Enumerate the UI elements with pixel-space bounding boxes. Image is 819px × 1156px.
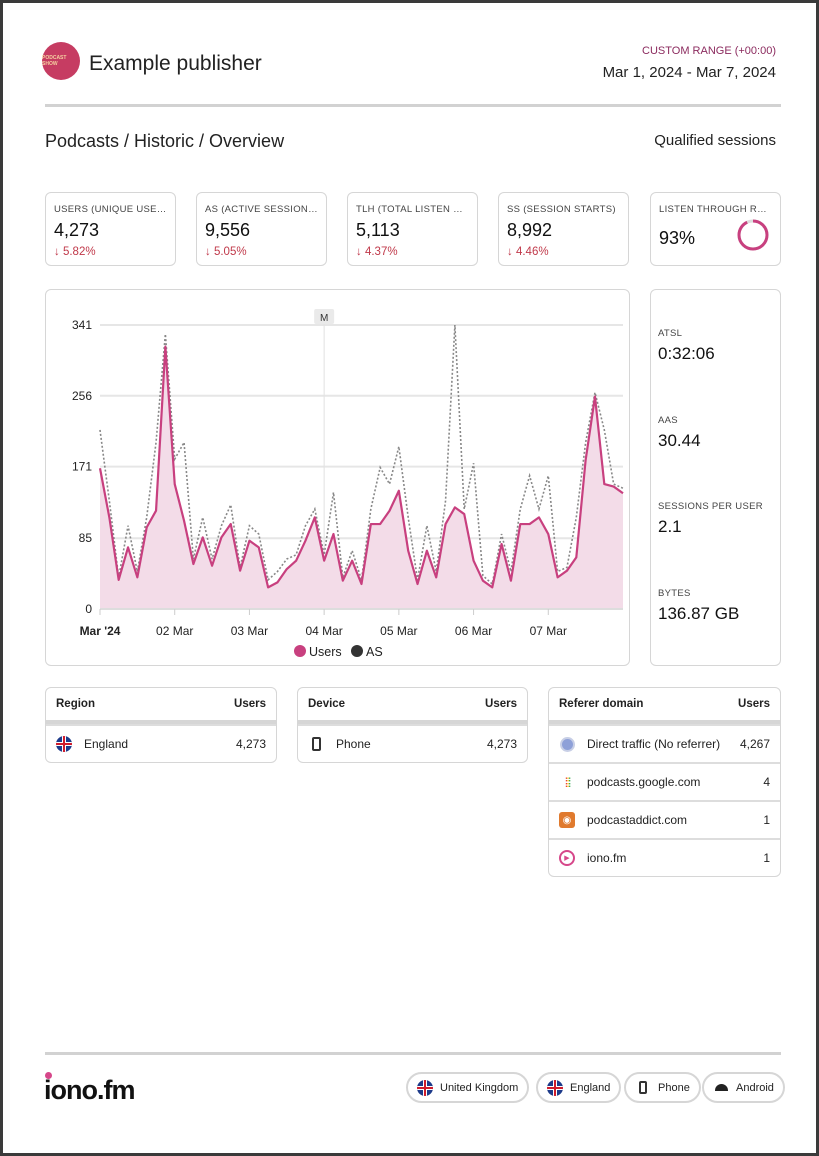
as-line [99, 324, 624, 586]
legend-users-swatch [294, 645, 306, 657]
divider [45, 104, 781, 107]
range-label[interactable]: CUSTOM RANGE (+00:00) [642, 45, 776, 57]
kpi-users[interactable]: USERS (UNIQUE USERS) 4,273 ↓ 5.82% [45, 192, 176, 266]
kpi-label: LISTEN THROUGH RATE [659, 204, 772, 215]
logo-dot [45, 1072, 52, 1079]
android-icon [713, 1080, 729, 1096]
kpi-change: ↓ 4.46% [507, 246, 549, 258]
metric-aas: AAS 30.44 [658, 415, 701, 450]
column-header: Referer domain [559, 698, 644, 710]
x-tick-label: 05 Mar [380, 624, 417, 638]
google-podcasts-icon: ⁞ ⁞ ⁞ [564, 774, 572, 790]
kpi-label: USERS (UNIQUE USERS) [54, 204, 167, 215]
column-header: Users [738, 698, 770, 710]
kpi-change: ↓ 5.82% [54, 246, 96, 258]
table-row[interactable]: Direct traffic (No referrer) 4,267 [549, 724, 780, 762]
region-table: Region Users England 4,273 [45, 687, 277, 763]
kpi-change: ↓ 5.05% [205, 246, 247, 258]
kpi-label: AS (ACTIVE SESSIONS ) [205, 204, 318, 215]
y-tick-label: 0 [85, 602, 92, 616]
x-tick-label: 06 Mar [455, 624, 492, 638]
column-header: Users [234, 698, 266, 710]
chart-card: 0 85 171 256 341 M Mar '24 02 Mar 03 Mar 04 Mar 05… [45, 289, 630, 666]
kpi-active-sessions[interactable]: AS (ACTIVE SESSIONS ) 9,556 ↓ 5.05% [196, 192, 327, 266]
legend-as-swatch [351, 645, 363, 657]
filter-pill-england[interactable]: England [536, 1072, 622, 1103]
footer-divider [45, 1052, 781, 1055]
filter-pill-android[interactable]: Android [702, 1072, 785, 1103]
legend-as-label: AS [366, 645, 383, 659]
kpi-label: TLH (TOTAL LISTEN HOURS) [356, 204, 469, 215]
kpi-value: 5,113 [356, 220, 400, 240]
table-row[interactable]: ⁞ ⁞ ⁞ podcasts.google.com 4 [549, 762, 780, 800]
phone-icon [635, 1080, 651, 1096]
users-as-chart[interactable]: 0 85 171 256 341 M Mar '24 02 Mar 03 Mar 04 Mar 05… [46, 290, 631, 667]
kpi-value: 9,556 [205, 220, 251, 240]
y-tick-label: 85 [79, 531, 93, 545]
ltr-ring [737, 219, 769, 251]
referer-table: Referer domain Users Direct traffic (No r… [548, 687, 781, 877]
x-tick-label: 03 Mar [231, 624, 268, 638]
globe-icon [559, 736, 575, 752]
arrow-down-icon: ↓ [356, 246, 365, 258]
podcast-addict-icon: ◉ [559, 812, 575, 828]
metric-bytes: BYTES 136.87 GB [658, 588, 740, 623]
metric-sessions-per-user: SESSIONS PER USER 2.1 [658, 501, 763, 536]
table-row[interactable]: England 4,273 [46, 724, 276, 762]
publisher-logo: PODCAST SHOW [42, 42, 80, 80]
breadcrumb: Podcasts / Historic / Overview [45, 131, 285, 151]
side-metrics: ATSL 0:32:06 AAS 30.44 SESSIONS PER USER 2.… [650, 289, 781, 666]
metric-atsl: ATSL 0:32:06 [658, 328, 715, 363]
users-area [100, 346, 623, 609]
kpi-label: SS (SESSION STARTS) [507, 204, 616, 215]
kpi-session-starts[interactable]: SS (SESSION STARTS) 8,992 ↓ 4.46% [498, 192, 629, 266]
date-range[interactable]: Mar 1, 2024 - Mar 7, 2024 [602, 64, 776, 81]
column-header: Users [485, 698, 517, 710]
table-row[interactable]: ◉ podcastaddict.com 1 [549, 800, 780, 838]
iono-icon: ▶ [559, 850, 575, 866]
uk-flag-icon [56, 736, 72, 752]
arrow-down-icon: ↓ [54, 246, 63, 258]
column-header: Region [56, 698, 95, 710]
kpi-listen-through-rate[interactable]: LISTEN THROUGH RATE 93% [650, 192, 781, 266]
filter-pill-united-kingdom[interactable]: United Kingdom [406, 1072, 530, 1103]
uk-flag-icon [417, 1079, 433, 1096]
y-tick-label: 256 [72, 389, 92, 403]
y-tick-label: 341 [72, 318, 92, 332]
kpi-value: 4,273 [54, 220, 100, 240]
iono-logo: iono.fm [44, 1071, 135, 1105]
marker-label: M [320, 313, 328, 324]
device-table: Device Users Phone 4,273 [297, 687, 528, 763]
x-tick-label: 02 Mar [156, 624, 193, 638]
y-tick-label: 171 [72, 460, 92, 474]
users-line [98, 345, 624, 589]
phone-icon [308, 736, 324, 752]
mode-label: Qualified sessions [654, 132, 776, 149]
filter-pill-phone[interactable]: Phone [624, 1072, 701, 1103]
legend-users-label: Users [309, 645, 342, 659]
table-row[interactable]: Phone 4,273 [298, 724, 527, 762]
marker-box [314, 309, 335, 324]
kpi-value: 93% [659, 228, 696, 248]
kpi-change: ↓ 4.37% [356, 246, 398, 258]
x-tick-label: 07 Mar [530, 624, 567, 638]
publisher-name: Example publisher [89, 52, 262, 75]
arrow-down-icon: ↓ [205, 246, 214, 258]
x-tick-label: 04 Mar [305, 624, 342, 638]
kpi-value: 8,992 [507, 220, 553, 240]
arrow-down-icon: ↓ [507, 246, 516, 258]
brand-name: iono.fm [44, 1075, 135, 1105]
uk-flag-icon [547, 1079, 563, 1096]
x-tick-label: Mar '24 [80, 624, 121, 638]
kpi-total-listen-hours[interactable]: TLH (TOTAL LISTEN HOURS) 5,113 ↓ 4.37% [347, 192, 478, 266]
column-header: Device [308, 698, 346, 710]
table-row[interactable]: ▶ iono.fm 1 [549, 838, 780, 876]
